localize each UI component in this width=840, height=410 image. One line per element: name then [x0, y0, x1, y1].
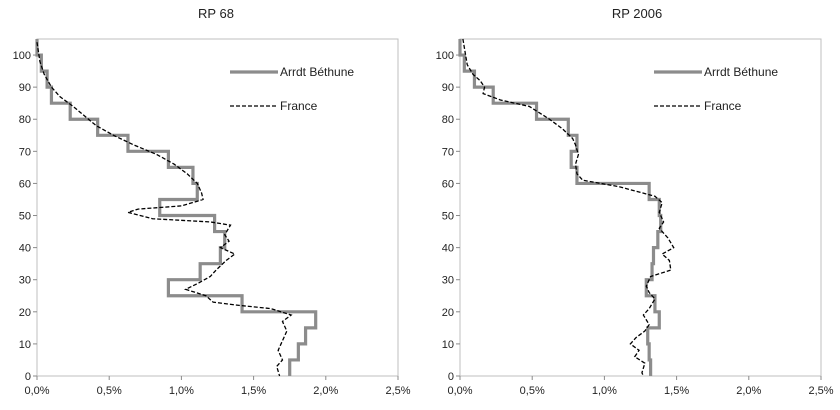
legend-label: Arrdt Béthune: [280, 65, 354, 79]
x-tick-label: 0,5%: [520, 385, 545, 397]
legend-label: France: [704, 99, 742, 113]
plot-frame: [459, 38, 822, 377]
y-tick-label: 30: [19, 275, 31, 287]
y-tick-label: 40: [442, 243, 454, 255]
chart-title: RP 68: [198, 6, 234, 21]
y-tick-label: 60: [442, 178, 454, 190]
chart-title: RP 2006: [612, 6, 662, 21]
y-tick-label: 60: [19, 178, 31, 190]
series-line-arrdt-bethune: [35, 39, 318, 376]
x-tick-label: 1,5%: [241, 385, 266, 397]
y-tick-label: 100: [13, 50, 31, 62]
y-tick-label: 80: [442, 114, 454, 126]
x-tick-label: 1,5%: [664, 385, 689, 397]
y-tick-label: 40: [19, 243, 31, 255]
x-tick-label: 1,0%: [169, 385, 194, 397]
legend-label: Arrdt Béthune: [704, 65, 778, 79]
y-tick-label: 0: [448, 371, 454, 383]
y-tick-label: 50: [442, 211, 454, 223]
x-tick-label: 2,0%: [313, 385, 338, 397]
series-line-france: [462, 38, 675, 377]
x-tick-label: 0,5%: [97, 385, 122, 397]
y-tick-label: 20: [442, 307, 454, 319]
legend: Arrdt Béthune France: [230, 65, 354, 113]
series-line-france: [36, 42, 293, 377]
x-tick-label: 2,5%: [808, 385, 833, 397]
y-tick-label: 70: [19, 146, 31, 158]
y-tick-label: 70: [442, 146, 454, 158]
x-tick-label: 0,0%: [24, 385, 49, 397]
y-tick-label: 100: [436, 50, 454, 62]
plot-frame: [36, 38, 399, 377]
x-tick-label: 0,0%: [447, 385, 472, 397]
y-tick-label: 80: [19, 114, 31, 126]
y-tick-label: 10: [442, 339, 454, 351]
chart-1: RP 68 0 10 20 30 40 50 60 70 80 90 100 0,0% 0,5% 1,0% 1…: [13, 6, 411, 397]
y-tick-label: 90: [442, 82, 454, 94]
x-tick-label: 2,0%: [736, 385, 761, 397]
x-tick-label: 1,0%: [592, 385, 617, 397]
y-tick-label: 0: [25, 371, 31, 383]
y-tick-label: 10: [19, 339, 31, 351]
y-tick-label: 90: [19, 82, 31, 94]
y-tick-label: 20: [19, 307, 31, 319]
y-tick-label: 30: [442, 275, 454, 287]
y-tick-label: 50: [19, 211, 31, 223]
x-tick-label: 2,5%: [385, 385, 410, 397]
legend-label: France: [280, 99, 318, 113]
series-line-arrdt-bethune: [458, 39, 663, 376]
legend: Arrdt Béthune France: [654, 65, 778, 113]
chart-2: RP 2006 0 10 20 30 40 50 60 70 80 90 100 0,0% 0,5% 1,0…: [436, 6, 834, 397]
